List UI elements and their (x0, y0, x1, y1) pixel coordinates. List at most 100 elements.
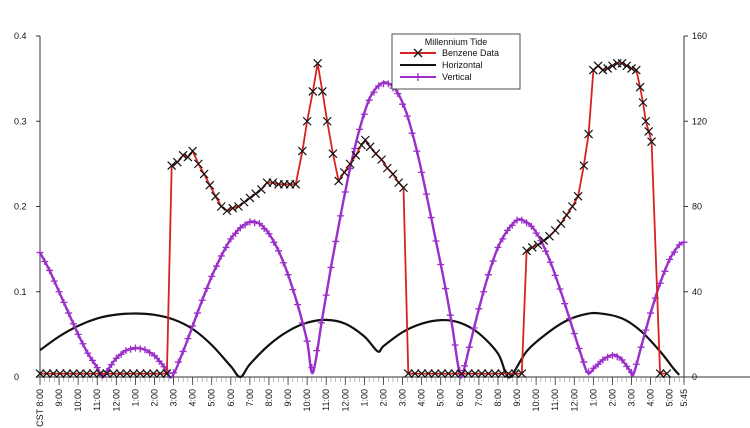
y-right-tick-label: 40 (692, 287, 702, 297)
series-vertical-marker (680, 238, 688, 246)
legend-entries: Benzene Data Horizontal Vertical (400, 48, 499, 82)
x-tick-label: 10:00 (302, 389, 312, 412)
series-vertical-marker (518, 216, 526, 224)
series-vertical-marker (561, 300, 569, 308)
series-benzene-marker (522, 246, 532, 256)
series-benzene-marker (351, 150, 361, 160)
series-vertical-marker (294, 301, 302, 309)
series-vertical-marker (136, 345, 144, 353)
series-benzene-marker (655, 369, 665, 379)
series-vertical-marker (647, 309, 655, 317)
series-benzene-marker (216, 202, 226, 211)
legend-horizontal-label: Horizontal (442, 60, 483, 70)
series-benzene-marker (635, 82, 645, 92)
series-vertical-marker (79, 340, 87, 348)
series-vertical-marker (446, 311, 454, 319)
series-benzene-marker (75, 369, 85, 379)
series-benzene-marker (517, 369, 527, 379)
series-vertical-marker (236, 224, 244, 232)
series-vertical-marker (375, 82, 383, 90)
series-vertical-marker (108, 361, 116, 369)
series-vertical-marker (618, 356, 626, 364)
series-vertical-marker (628, 368, 636, 376)
series-vertical-marker (441, 285, 449, 293)
series-benzene-marker (188, 146, 198, 156)
series-vertical-marker (184, 335, 192, 343)
y-left-tick-label: 0 (14, 372, 19, 382)
series-benzene-marker (417, 369, 427, 379)
series-vertical-marker (298, 319, 306, 327)
series-vertical-marker (65, 309, 73, 317)
legend-vertical-label: Vertical (442, 72, 472, 82)
series-vertical-marker (112, 354, 120, 362)
series-vertical-marker (141, 346, 149, 354)
series-vertical-marker (279, 259, 287, 267)
series-vertical-marker (174, 358, 182, 366)
series-benzene-marker (162, 369, 172, 379)
series-vertical-marker (556, 285, 564, 293)
series-benzene-marker (584, 129, 594, 139)
series-benzene-marker (82, 369, 92, 379)
series-benzene-marker (450, 369, 460, 379)
series-vertical-marker (36, 249, 44, 257)
series-vertical-marker (203, 284, 211, 292)
series-benzene-marker (423, 369, 433, 379)
series-benzene-marker (256, 185, 266, 194)
series-benzene-marker (251, 189, 261, 199)
series-benzene-marker (457, 369, 467, 379)
series-vertical-marker (193, 309, 201, 317)
series-vertical-marker (437, 260, 445, 268)
series-vertical-marker (317, 319, 325, 327)
series-vertical-marker (413, 147, 421, 155)
series-vertical-marker (527, 222, 535, 230)
series-benzene-marker (109, 369, 118, 379)
series-benzene-marker (222, 206, 232, 216)
series-benzene-marker (617, 58, 627, 68)
series-benzene-marker (322, 116, 332, 126)
series-benzene-marker (339, 167, 349, 177)
series-vertical-marker (227, 235, 235, 243)
series-vertical-marker (370, 88, 378, 96)
series-vertical-marker (289, 286, 297, 294)
series-benzene-marker (470, 369, 480, 379)
series-vertical-marker (589, 364, 597, 372)
series-benzene-marker (598, 65, 608, 75)
series-benzene-marker (631, 65, 641, 75)
x-tick-label: 12:00 (569, 389, 579, 412)
series-benzene-marker (193, 159, 203, 169)
series-vertical-marker (270, 238, 278, 246)
y-right-tick-label: 160 (692, 31, 707, 41)
series-benzene-marker (437, 369, 447, 379)
series-benzene-marker (167, 161, 177, 171)
series-vertical-marker (532, 229, 540, 237)
series-vertical-marker (623, 362, 631, 370)
x-tick-label: 2:00 (607, 389, 617, 407)
series-benzene-marker (403, 369, 413, 379)
series-benzene-marker (234, 202, 243, 211)
series-vertical-marker (308, 363, 316, 371)
series-vertical-marker (189, 322, 197, 330)
series-vertical-marker (351, 145, 359, 153)
y-right-tick-label: 80 (692, 202, 702, 212)
series-vertical-marker (246, 218, 254, 226)
series-benzene-marker (410, 369, 420, 379)
x-tick-label: 3:00 (169, 389, 179, 407)
series-vertical-marker (341, 188, 349, 196)
series-benzene-marker (62, 369, 72, 379)
series-vertical-marker (155, 357, 163, 365)
series-vertical-marker (575, 344, 583, 352)
series-vertical-marker (127, 345, 135, 353)
y-right-tick-label: 120 (692, 116, 707, 126)
series-benzene-marker (483, 369, 493, 379)
series-vertical-marker (503, 226, 511, 234)
series-benzene-marker (199, 169, 209, 179)
series-vertical-marker (403, 112, 411, 120)
series-vertical-marker (284, 271, 292, 279)
series-benzene-marker (603, 63, 613, 73)
series-vertical-marker (566, 315, 574, 323)
series-vertical-marker (255, 220, 263, 228)
x-tick-label: 4:00 (646, 389, 656, 407)
series-vertical-marker (170, 369, 178, 377)
series-vertical-marker (60, 298, 68, 306)
